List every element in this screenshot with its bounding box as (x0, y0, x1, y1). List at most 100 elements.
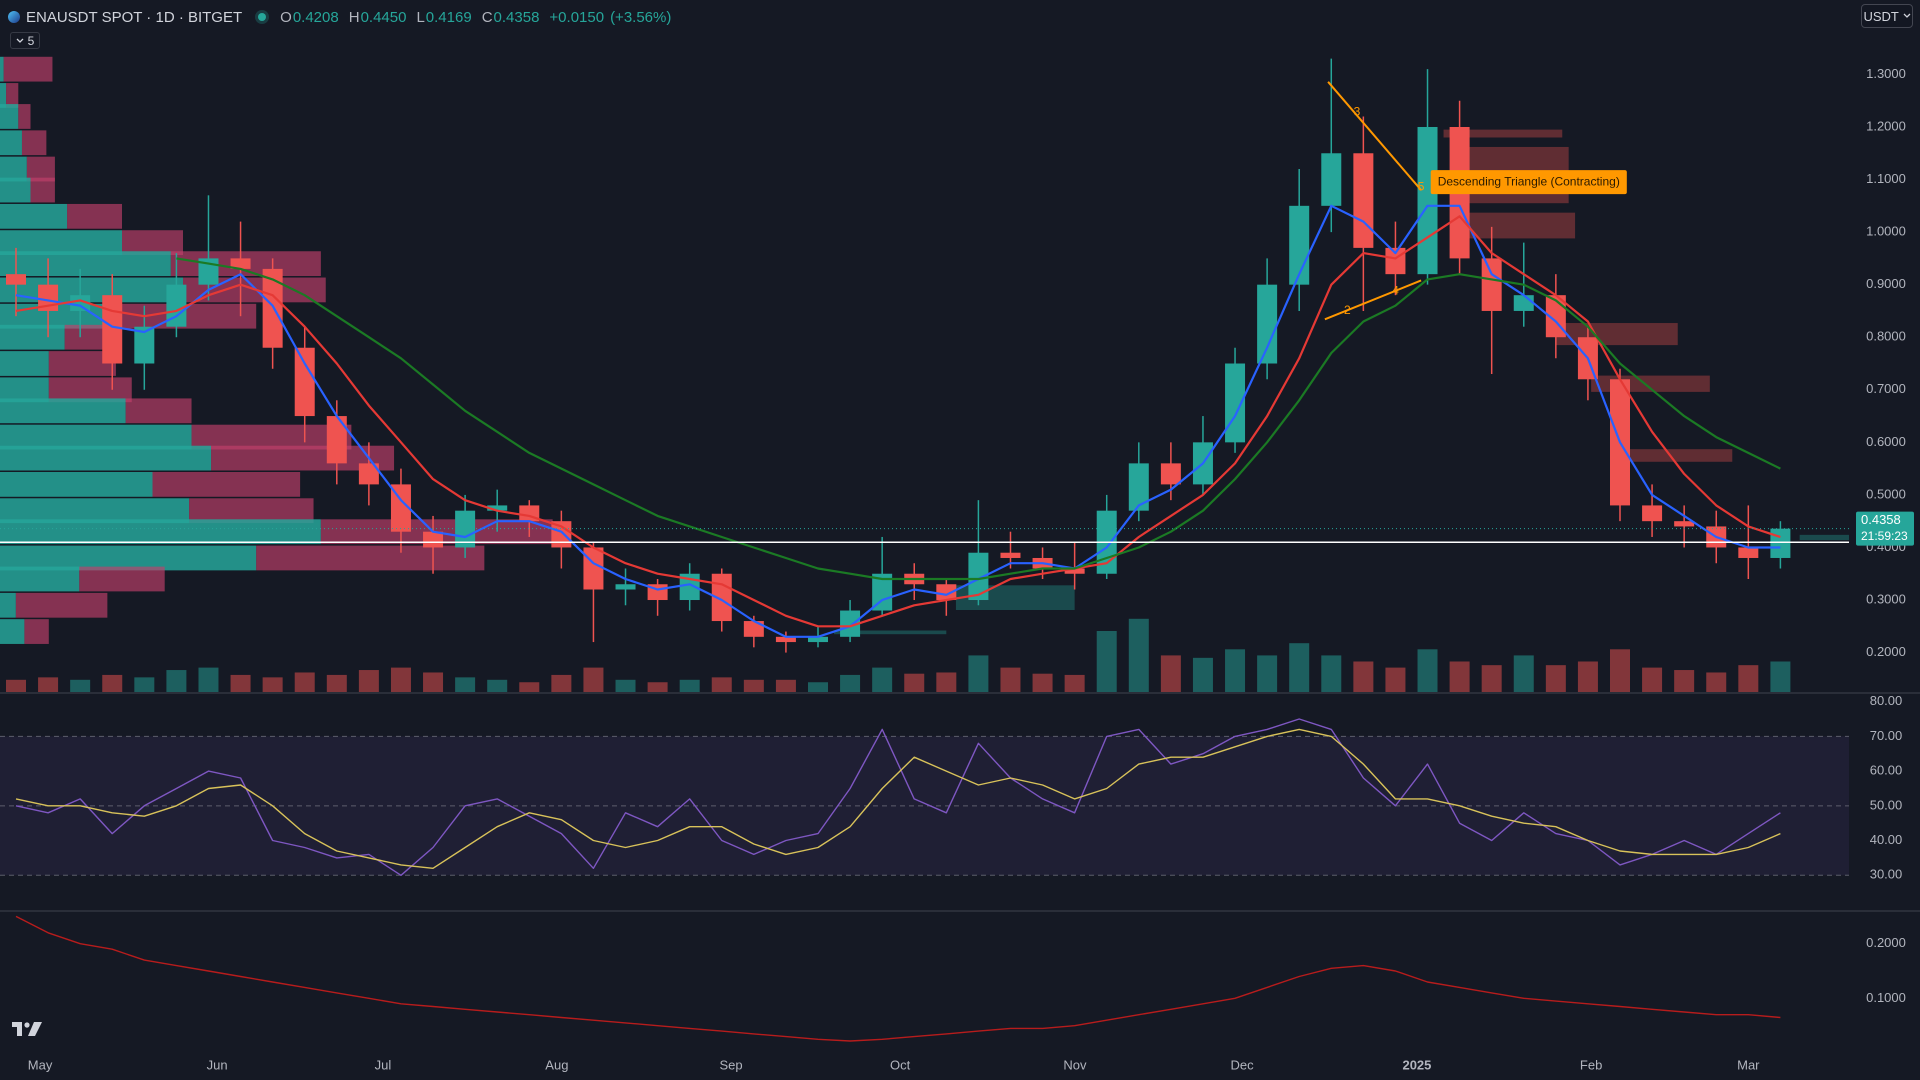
candle-body (1481, 258, 1502, 311)
symbol-logo (8, 11, 20, 23)
volume-bar (230, 674, 251, 692)
candle-body (551, 521, 572, 548)
value: 0.4358 (493, 8, 540, 26)
candle-body (968, 552, 989, 601)
candle-body (1064, 568, 1085, 574)
market-status (258, 13, 267, 21)
price-zone (834, 630, 947, 635)
volume-bar (358, 670, 379, 692)
volume-bar (1417, 649, 1438, 692)
profile-down (26, 156, 55, 182)
volume-bar (1577, 661, 1598, 692)
volume-bar (166, 670, 187, 692)
volume-bar (1160, 655, 1181, 692)
candle-body (198, 258, 219, 285)
profile-down (21, 130, 47, 156)
indicators-toggle[interactable]: 5 (10, 32, 40, 49)
volume-bar (1032, 673, 1053, 692)
pattern-point-label: 5 (1418, 180, 1425, 194)
x-tick-label: Oct (890, 1057, 911, 1072)
x-tick-label: Mar (1737, 1057, 1760, 1072)
volume-bar (679, 679, 700, 692)
y-tick-label: 50.00 (1870, 797, 1903, 812)
y-tick-label: 0.5000 (1866, 486, 1906, 501)
y-tick-label: 1.1000 (1866, 171, 1906, 186)
price-zone (1555, 323, 1678, 346)
candle-body (808, 636, 828, 643)
volume-bar (1289, 643, 1310, 692)
candle-body (1321, 153, 1342, 206)
y-tick-label: 0.9000 (1866, 276, 1906, 291)
volume-bar (1449, 661, 1470, 692)
candle-body (1545, 295, 1566, 338)
volume-bar (1642, 667, 1663, 692)
volume-bar (1000, 667, 1021, 692)
profile-up (0, 156, 27, 182)
line-series (15, 204, 1781, 638)
volume-bar (423, 672, 444, 692)
candle-body (134, 326, 155, 364)
chevron (16, 38, 24, 43)
price-zone (1591, 375, 1710, 392)
rsi-band (0, 736, 1849, 876)
tradingview-logo (12, 1022, 42, 1036)
profile-down (122, 230, 183, 256)
ohlc-high: H 0.4450 (349, 9, 407, 26)
profile-up (0, 351, 49, 376)
x-tick-label: Aug (545, 1057, 568, 1072)
candle-body (38, 284, 59, 311)
profile-up (0, 203, 68, 229)
label: O (280, 8, 292, 26)
candle-body (262, 268, 283, 348)
volume-bar (1192, 657, 1213, 692)
volume-bar (294, 672, 315, 692)
volume-bar (1481, 665, 1502, 692)
candle-body (1257, 284, 1278, 364)
price-zone (1443, 129, 1563, 138)
line-series (176, 257, 1781, 581)
y-tick-label: 0.3000 (1866, 591, 1906, 606)
price-zone (955, 585, 1075, 611)
profile-up (0, 277, 183, 303)
volume-bar (38, 677, 59, 692)
volume-bar (70, 679, 91, 692)
candle-body (166, 284, 187, 327)
symbol[interactable]: ENAUSDT SPOT · 1D · BITGET (26, 8, 243, 26)
candle-body (679, 573, 700, 601)
candle-body (1449, 126, 1470, 259)
profile-up (0, 377, 49, 403)
currency-button[interactable]: USDT (1861, 4, 1913, 28)
x-tick-label: Nov (1063, 1057, 1087, 1072)
y-tick-label: 1.2000 (1866, 118, 1906, 133)
value: 0.4450 (360, 8, 407, 26)
volume-bar (1096, 631, 1117, 692)
price-zone (1449, 146, 1569, 204)
volume-bar (1738, 665, 1759, 692)
candle-body (6, 274, 26, 285)
candle-body (70, 295, 91, 311)
y-tick-label: 1.0000 (1866, 224, 1906, 239)
volume-bar (968, 655, 989, 692)
profile-up (0, 472, 153, 497)
volume-bar (1545, 665, 1566, 692)
y-tick-label: 0.8000 (1866, 329, 1906, 344)
candle-body (743, 621, 764, 637)
candle-body (1706, 526, 1727, 548)
price-zone (1449, 212, 1576, 239)
pattern-label: Descending Triangle (Contracting) (1438, 174, 1620, 188)
candle-body (1096, 510, 1117, 574)
candle-body (775, 636, 796, 643)
volume-bar (134, 677, 155, 692)
x-tick-label: Jun (207, 1057, 228, 1072)
change: +0.0150 (549, 8, 605, 26)
profile-up (0, 104, 19, 129)
legend-header: ENAUSDT SPOT · 1D · BITGET O 0.4208 H 0.44… (8, 6, 671, 28)
volume-bar (198, 667, 219, 692)
candle-body (1225, 363, 1246, 443)
profile-down (64, 324, 116, 350)
profile-down (115, 303, 257, 329)
profile-down (30, 177, 55, 203)
y-tick-label: 0.6000 (1866, 434, 1906, 449)
candle-body (1128, 463, 1149, 511)
